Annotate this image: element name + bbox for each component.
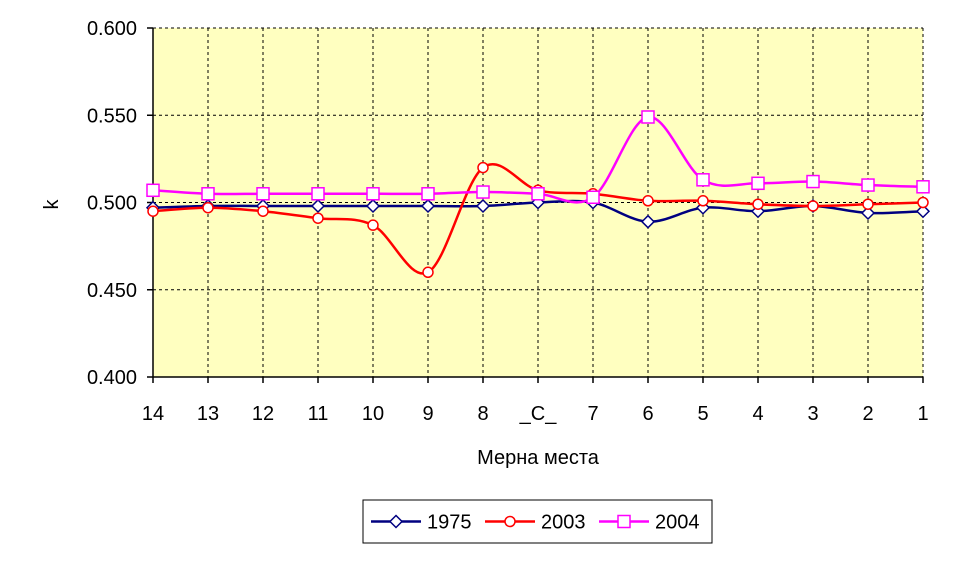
x-tick-label: 7 bbox=[587, 403, 598, 425]
y-tick-label: 0.600 bbox=[87, 18, 137, 40]
data-point-1975 bbox=[475, 198, 491, 214]
x-tick-labels: 14 13 12 11 10 9 8 _C_ 7 6 5 4 3 2 1 bbox=[142, 403, 929, 425]
x-tick-label: 10 bbox=[362, 403, 384, 425]
data-point-1975 bbox=[640, 214, 656, 229]
data-point-2003 bbox=[422, 266, 434, 279]
data-point-2004 bbox=[146, 183, 160, 198]
y-tick-label: 0.400 bbox=[87, 367, 137, 389]
y-tick-label: 0.500 bbox=[87, 193, 137, 215]
x-tick-label: 12 bbox=[252, 403, 274, 425]
legend-box bbox=[362, 499, 713, 544]
y-tick-label: 0.550 bbox=[87, 105, 137, 127]
data-point-2003 bbox=[807, 200, 819, 212]
data-point-2003 bbox=[917, 196, 929, 209]
legend-marker-2004 bbox=[617, 514, 631, 529]
x-tick-label: 13 bbox=[197, 403, 219, 425]
series-2004 bbox=[146, 110, 930, 205]
x-tick-label: 5 bbox=[697, 403, 708, 425]
x-axis-title: Мерна места bbox=[477, 447, 600, 469]
x-tick-label: 8 bbox=[477, 403, 488, 425]
legend-item-1975: 1975 bbox=[371, 512, 472, 534]
data-point-2004 bbox=[531, 187, 545, 201]
y-axis-title: k bbox=[41, 199, 63, 210]
data-point-2004 bbox=[366, 187, 380, 201]
x-tick-label: 2 bbox=[862, 403, 873, 425]
data-point-1975 bbox=[860, 205, 876, 221]
data-point-2003 bbox=[202, 201, 214, 214]
data-point-2003 bbox=[367, 219, 379, 231]
series-line-2003 bbox=[152, 163, 924, 275]
x-tick-label: 14 bbox=[142, 403, 164, 425]
data-point-2004 bbox=[806, 174, 820, 189]
x-tick-label: 11 bbox=[308, 403, 329, 425]
data-point-2004 bbox=[256, 187, 270, 201]
legend-marker-2003 bbox=[504, 515, 516, 528]
data-point-2003 bbox=[147, 205, 159, 217]
data-point-2004 bbox=[421, 187, 435, 201]
legend-item-2004: 2004 bbox=[599, 512, 700, 534]
legend-marker-1975 bbox=[388, 514, 404, 529]
data-point-1975 bbox=[310, 198, 326, 214]
legend-label: 1975 bbox=[427, 512, 472, 534]
data-point-2004 bbox=[751, 176, 765, 191]
data-point-1975 bbox=[915, 204, 931, 219]
data-point-2004 bbox=[696, 173, 710, 187]
series-group bbox=[145, 110, 931, 279]
data-point-2003 bbox=[312, 212, 324, 224]
data-point-1975 bbox=[365, 198, 381, 214]
data-point-2004 bbox=[861, 178, 875, 192]
data-point-2003 bbox=[477, 161, 489, 174]
legend-label: 2003 bbox=[541, 512, 586, 534]
x-tick-label: 4 bbox=[752, 403, 763, 425]
legend-label: 2004 bbox=[655, 512, 700, 534]
data-point-2004 bbox=[586, 190, 600, 205]
data-point-2003 bbox=[697, 195, 709, 207]
data-point-2003 bbox=[752, 198, 764, 210]
series-line-2004 bbox=[152, 115, 924, 204]
legend: 1975 2003 2004 bbox=[362, 499, 713, 544]
y-tick-label: 0.450 bbox=[87, 280, 137, 302]
data-point-2004 bbox=[201, 187, 215, 201]
data-point-2004 bbox=[916, 180, 930, 194]
y-tick-labels: 0.400 0.450 0.500 0.550 0.600 bbox=[87, 18, 137, 389]
data-point-2003 bbox=[862, 198, 874, 210]
x-tick-label: 1 bbox=[917, 403, 928, 425]
legend-item-2003: 2003 bbox=[485, 512, 586, 534]
data-point-2004 bbox=[476, 185, 490, 199]
data-point-2003 bbox=[257, 205, 269, 217]
data-point-1975 bbox=[420, 198, 436, 214]
data-point-2004 bbox=[311, 187, 325, 201]
x-tick-label: 6 bbox=[642, 403, 653, 425]
data-point-2003 bbox=[642, 195, 654, 207]
data-point-2004 bbox=[641, 110, 655, 124]
x-tick-label: 3 bbox=[807, 403, 818, 425]
x-tick-label: _C_ bbox=[519, 403, 558, 425]
x-tick-label: 9 bbox=[422, 403, 433, 425]
